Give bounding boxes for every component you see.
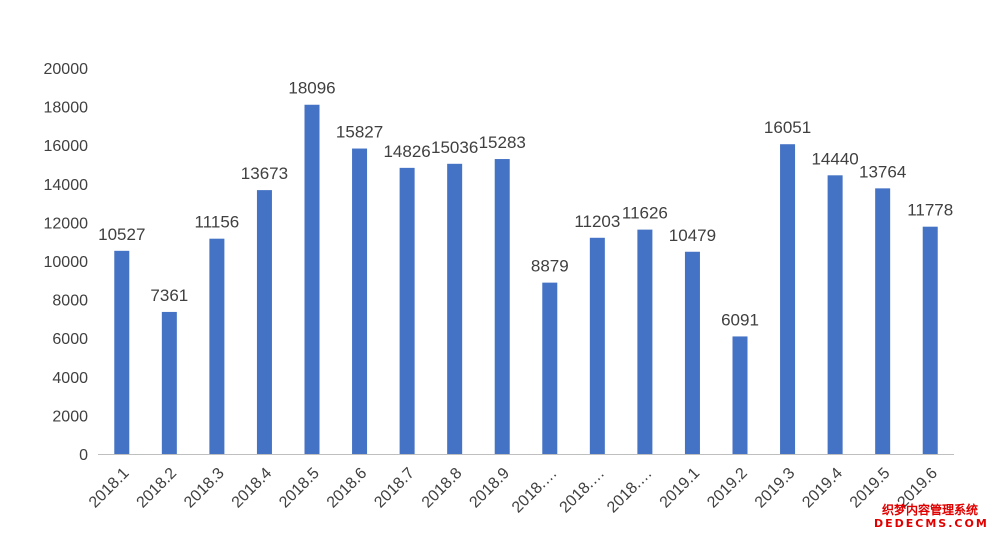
y-tick-label: 14000	[44, 177, 89, 194]
x-tick-label: 2018.4	[229, 465, 276, 512]
bar	[209, 238, 225, 454]
data-label: 15283	[479, 133, 526, 152]
data-label: 7361	[150, 286, 188, 305]
y-tick-label: 12000	[44, 215, 89, 232]
data-label: 11156	[195, 213, 240, 232]
x-tick-label: 2018.9	[466, 465, 513, 512]
bar	[494, 159, 510, 455]
data-label: 8879	[531, 257, 569, 276]
data-label: 11203	[574, 212, 620, 231]
x-tick-label: 2018.…	[604, 465, 656, 517]
y-tick-label: 10000	[44, 254, 89, 271]
x-tick-label: 2019.3	[752, 465, 799, 512]
data-label: 10479	[669, 226, 716, 245]
bar	[732, 336, 748, 454]
bar	[637, 229, 653, 454]
x-tick-label: 2018.…	[557, 465, 609, 517]
data-label: 16051	[764, 118, 811, 137]
x-tick-label: 2019.2	[704, 465, 751, 512]
bar	[352, 148, 368, 455]
x-tick-label: 2018.8	[419, 465, 466, 512]
y-tick-label: 8000	[52, 293, 88, 310]
data-label: 10527	[98, 225, 145, 244]
y-tick-label: 2000	[52, 408, 88, 425]
y-tick-label: 4000	[52, 370, 88, 387]
data-label: 14826	[383, 142, 430, 161]
bars	[114, 104, 938, 455]
data-label: 13673	[241, 164, 288, 183]
bar	[161, 311, 177, 454]
bar	[827, 175, 843, 455]
watermark-line2: DEDECMS.COM	[874, 517, 989, 530]
x-axis: 2018.1 2018.2 2018.3 2018.4 2018.5 2018.6 2018…	[86, 465, 941, 517]
x-tick-label: 2018.3	[181, 465, 228, 512]
bar	[684, 251, 700, 454]
data-label: 15036	[431, 138, 478, 157]
bar	[399, 167, 415, 454]
data-label: 15827	[336, 123, 383, 142]
y-axis: 0 2000 4000 6000 8000 10000 12000 14000 16000 180…	[44, 61, 89, 464]
x-tick-label: 2018.5	[276, 465, 323, 512]
data-label: 14440	[811, 149, 858, 168]
bar	[875, 188, 891, 454]
bar	[447, 163, 463, 454]
y-tick-label: 18000	[44, 100, 89, 117]
bar	[114, 250, 130, 454]
x-tick-label: 2018.2	[134, 465, 181, 512]
data-label: 11778	[907, 201, 953, 220]
data-label: 11626	[622, 204, 668, 223]
x-tick-label: 2019.4	[799, 465, 846, 512]
bar	[922, 226, 938, 454]
bar	[256, 190, 272, 455]
x-tick-label: 2019.1	[657, 465, 704, 512]
data-label: 18096	[288, 79, 335, 98]
watermark-logo: 织梦内容管理系统 DEDECMS.COM	[874, 503, 989, 533]
x-tick-label: 2018.…	[509, 465, 561, 517]
x-tick-label: 2018.7	[371, 465, 418, 512]
data-label: 13764	[859, 162, 906, 181]
y-tick-label: 16000	[44, 138, 89, 155]
y-tick-label: 0	[79, 447, 88, 464]
bar	[542, 282, 558, 454]
bar	[304, 104, 320, 455]
watermark-line1: 织梦内容管理系统	[881, 503, 978, 517]
x-tick-label: 2018.6	[324, 465, 371, 512]
data-label: 6091	[721, 310, 759, 329]
y-tick-label: 20000	[44, 61, 89, 78]
y-tick-label: 6000	[52, 331, 88, 348]
bar	[589, 237, 605, 454]
x-tick-label: 2018.1	[86, 465, 133, 512]
bar	[780, 144, 796, 454]
